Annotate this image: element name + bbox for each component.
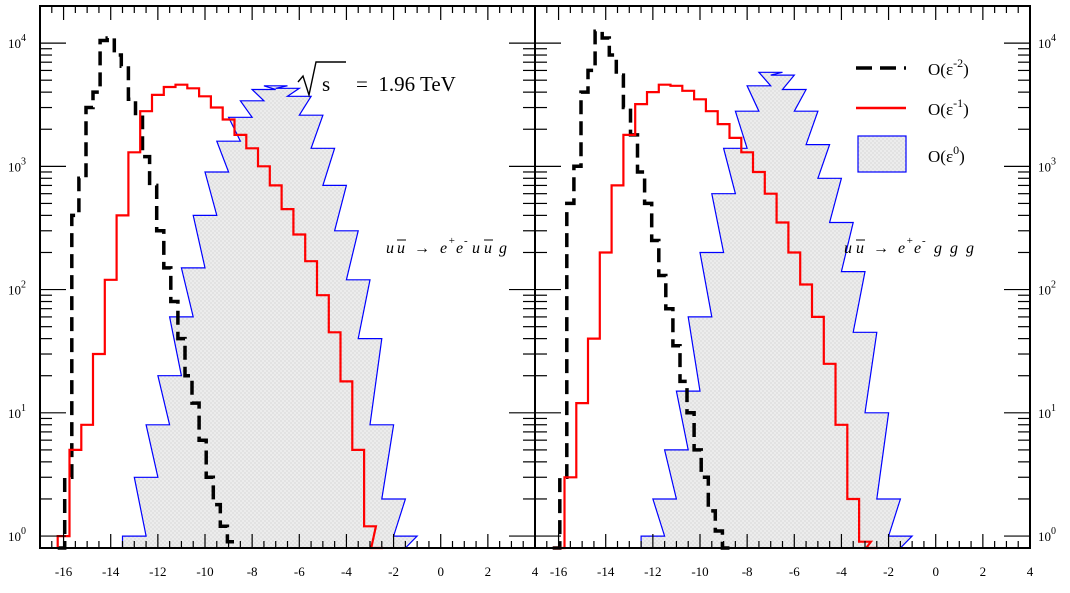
y-tick-label: 100	[8, 526, 26, 544]
proc-g: g	[499, 240, 507, 257]
right-process-label: u u → e + e - g g g	[844, 235, 974, 257]
x-tick-label: -2	[883, 564, 894, 579]
left-lines-layer	[56, 36, 429, 550]
proc-arrow: →	[414, 240, 430, 257]
x-tick-label: -8	[247, 564, 258, 579]
x-tick-label: -14	[597, 564, 615, 579]
proc-g1: g	[934, 240, 942, 257]
energy-value: = 1.96 TeV	[356, 72, 456, 96]
x-tick-label: -16	[55, 564, 73, 579]
proc-eplus: e	[898, 240, 905, 257]
x-tick-label: 4	[532, 564, 539, 579]
proc-ubar2: u	[484, 240, 492, 257]
series-e1-line	[552, 83, 878, 550]
energy-label: s = 1.96 TeV	[297, 61, 456, 98]
proc-g3: g	[966, 240, 974, 257]
series-e0-fill	[98, 85, 429, 549]
x-tick-label: 2	[980, 564, 987, 579]
series-e2-line	[57, 36, 237, 550]
proc-u: u	[386, 240, 394, 257]
right-frame	[534, 5, 1031, 549]
proc-minus: -	[922, 235, 926, 247]
y-tick-label: 101	[1038, 403, 1056, 421]
x-tick-label: 0	[932, 564, 939, 579]
x-tick-label: -10	[196, 564, 213, 579]
x-tick-label: -12	[149, 564, 166, 579]
x-tick-label: -6	[789, 564, 800, 579]
series-e0-line	[617, 71, 924, 549]
y-tick-label: 100	[1038, 526, 1056, 544]
y-tick-label: 104	[1038, 33, 1056, 51]
proc-eminus: e	[456, 240, 463, 257]
legend-swatch-e0	[857, 135, 907, 173]
sqrt-s: s	[322, 72, 330, 96]
x-tick-label: -8	[742, 564, 753, 579]
y-tick-label: 102	[8, 280, 26, 298]
proc-g2: g	[950, 240, 958, 257]
sqrt-sign	[297, 61, 346, 98]
x-tick-label: -4	[836, 564, 847, 579]
proc-minus: -	[464, 235, 468, 247]
proc-arrow: →	[873, 240, 889, 257]
legend-label-e1: O(ε-1)	[928, 96, 969, 119]
proc-plus: +	[448, 235, 455, 247]
legend-label-e0: O(ε0)	[928, 143, 965, 166]
x-tick-label: 2	[485, 564, 492, 579]
x-tick-label: -16	[550, 564, 568, 579]
x-tick-label: -4	[341, 564, 352, 579]
y-tick-label: 104	[8, 33, 26, 51]
proc-eminus: e	[914, 240, 921, 257]
left-fill-layer	[98, 85, 429, 549]
x-tick-label: 0	[437, 564, 444, 579]
series-e1-line	[56, 83, 383, 550]
right-lines-layer	[552, 29, 924, 550]
x-tick-label: -2	[388, 564, 399, 579]
legend: O(ε-2) O(ε-1) O(ε0)	[856, 56, 969, 173]
left-panel: -16 -14 -12 -10 -8 -6 -4 -2 0 2 4 100 101 102 103 104 s…	[8, 5, 539, 579]
x-tick-label: -10	[691, 564, 708, 579]
legend-label-e2: O(ε-2)	[928, 56, 969, 79]
proc-u: u	[844, 240, 852, 257]
x-tick-label: -14	[102, 564, 120, 579]
y-tick-label: 102	[1038, 280, 1056, 298]
series-e0-line	[98, 85, 429, 549]
x-tick-label: 4	[1027, 564, 1034, 579]
y-tick-label: 101	[8, 403, 26, 421]
proc-eplus: e	[440, 240, 447, 257]
x-tick-label: -12	[644, 564, 661, 579]
series-e2-line	[552, 29, 730, 550]
left-process-label: u u → e + e - u u g	[386, 235, 507, 257]
y-tick-label: 103	[8, 156, 26, 174]
proc-ubar: u	[397, 240, 405, 257]
y-tick-label: 103	[1038, 156, 1056, 174]
proc-ubar: u	[856, 240, 864, 257]
x-tick-label: -6	[294, 564, 305, 579]
proc-plus: +	[906, 235, 913, 247]
left-ticks-layer: -16 -14 -12 -10 -8 -6 -4 -2 0 2 4 100 101 102 103 104	[8, 5, 539, 579]
proc-u2: u	[472, 240, 480, 257]
